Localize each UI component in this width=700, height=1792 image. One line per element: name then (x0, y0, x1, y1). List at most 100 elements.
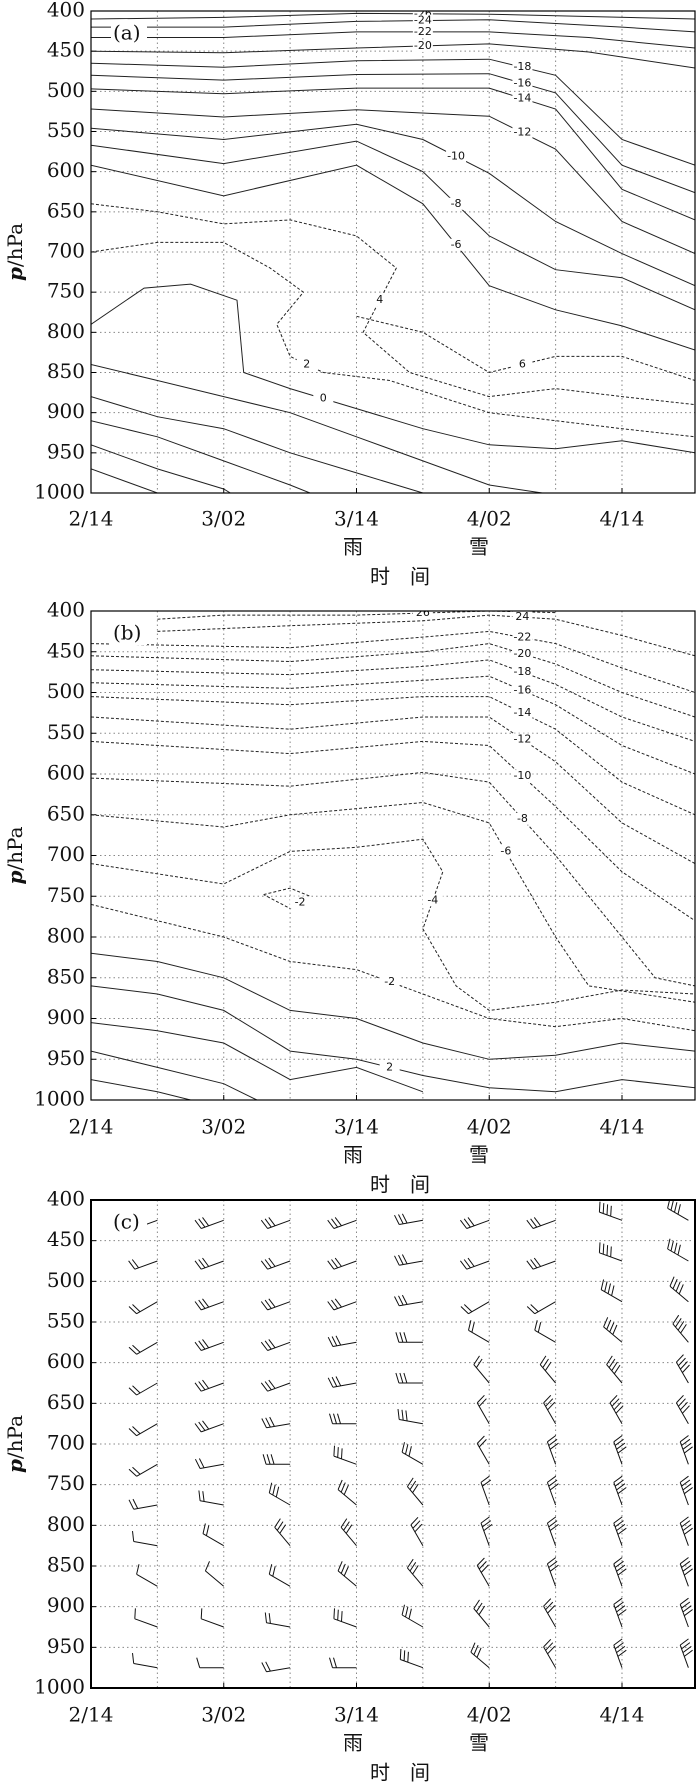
contour-label-bg (512, 770, 533, 783)
wind-barb (546, 1516, 559, 1546)
panel-label: (a) (113, 21, 141, 45)
y-tick-label: 650 (47, 198, 85, 222)
contour-line (91, 903, 695, 1032)
contour-label: -18 (513, 665, 531, 678)
contour-line (91, 364, 543, 493)
contour-line (91, 643, 695, 718)
contour-line (157, 614, 695, 657)
wind-barb (136, 1564, 158, 1587)
y-tick-label: 750 (47, 279, 85, 303)
contour-label-bg (512, 812, 533, 825)
contour-line (91, 1022, 424, 1093)
wind-barb (132, 1653, 158, 1669)
wind-barb (196, 1657, 224, 1669)
wind-barb (134, 1608, 158, 1628)
contour-label-bg (512, 666, 533, 679)
contour-label: -22 (513, 630, 531, 643)
wind-barb (333, 1608, 357, 1628)
y-tick-label: 800 (47, 1512, 85, 1536)
wind-barb (669, 1276, 689, 1303)
y-tick-label: 850 (47, 359, 85, 383)
wind-barb (410, 1516, 424, 1546)
wind-barb (526, 1257, 556, 1270)
contour-label-bg (446, 150, 467, 163)
y-axis-unit: /hPa (3, 826, 27, 870)
x-tick-label: 4/02 (467, 507, 512, 531)
plot-area (128, 1200, 693, 1673)
contour-label: 4 (376, 293, 383, 306)
contour-label-bg (412, 39, 433, 52)
contour-label-bg (512, 733, 533, 746)
wind-barb (401, 1442, 424, 1465)
wind-barb (128, 1341, 158, 1355)
wind-barb (476, 1435, 490, 1465)
contour-line (91, 740, 695, 922)
wind-barb (260, 1257, 291, 1270)
panel: 400 450 500 550 600 650 700 750 800 850 900 950 1000… (3, 0, 696, 589)
wind-barb (399, 1648, 424, 1669)
annotation: 雨 (343, 1143, 363, 1167)
wind-barb (261, 1416, 291, 1429)
contour-label-bg (512, 61, 533, 74)
y-tick-label: 900 (47, 1005, 85, 1029)
contour-label: -8 (451, 197, 462, 210)
contour-label: -12 (513, 732, 531, 745)
wind-barb (526, 1217, 556, 1229)
wind-barb (327, 1376, 357, 1388)
wind-barb (667, 1200, 689, 1221)
wind-barb (476, 1394, 490, 1424)
x-tick-label: 4/02 (467, 1115, 512, 1139)
wind-barb (473, 1355, 490, 1384)
contour-line (91, 241, 695, 438)
contour-label-bg (512, 706, 533, 719)
y-tick-label: 700 (47, 842, 85, 866)
contour-label: -14 (513, 706, 531, 719)
x-tick-label: 3/14 (334, 507, 379, 531)
wind-barb (609, 1394, 624, 1424)
y-axis-label: p/hPa (3, 826, 27, 884)
y-tick-label: 800 (47, 319, 85, 343)
contour-label: -8 (517, 812, 528, 825)
contour-line (91, 952, 695, 1060)
wind-barb (128, 1301, 158, 1315)
contour-label: 6 (519, 357, 526, 370)
wind-barb (613, 1597, 627, 1628)
wind-barb (394, 1294, 423, 1307)
y-tick-label: 500 (47, 78, 85, 102)
wind-barb (274, 1518, 291, 1547)
wind-barb (327, 1217, 357, 1229)
wind-barb (613, 1557, 627, 1587)
wind-barb (128, 1498, 158, 1510)
contour-label-bg (512, 647, 533, 660)
y-tick-label: 650 (47, 1390, 85, 1414)
y-tick-label: 850 (47, 964, 85, 988)
contour-label-bg (379, 975, 400, 988)
wind-barb (327, 1335, 357, 1347)
y-tick-label: 400 (47, 0, 85, 22)
contour-label-bg (446, 238, 467, 251)
contour-label-bg (412, 14, 433, 27)
annotation: 雨 (343, 1731, 363, 1755)
y-axis-label: p/hPa (3, 1415, 27, 1473)
wind-barb (406, 1477, 424, 1506)
wind-barb (546, 1475, 559, 1506)
y-tick-label: 600 (47, 158, 85, 182)
panel: 400 450 500 550 600 650 700 750 800 850 900 950 1000… (3, 598, 696, 1197)
y-tick-label: 950 (47, 1046, 85, 1070)
x-tick-label: 3/14 (334, 1703, 379, 1727)
y-tick-label: 600 (47, 761, 85, 785)
y-tick-label: 450 (47, 1227, 85, 1251)
contour-line (91, 420, 311, 493)
y-tick-label: 900 (47, 399, 85, 423)
y-tick-label: 450 (47, 638, 85, 662)
contour-label-bg (512, 611, 533, 624)
wind-barb (329, 1657, 357, 1669)
plot-frame (90, 1199, 696, 1689)
wind-barb (260, 1298, 291, 1311)
contour-line (91, 468, 158, 493)
wind-barb (675, 1354, 690, 1384)
wind-barb (468, 1320, 490, 1343)
wind-barb (204, 1561, 225, 1587)
wind-barb (603, 1317, 623, 1343)
wind-barb (480, 1475, 492, 1506)
